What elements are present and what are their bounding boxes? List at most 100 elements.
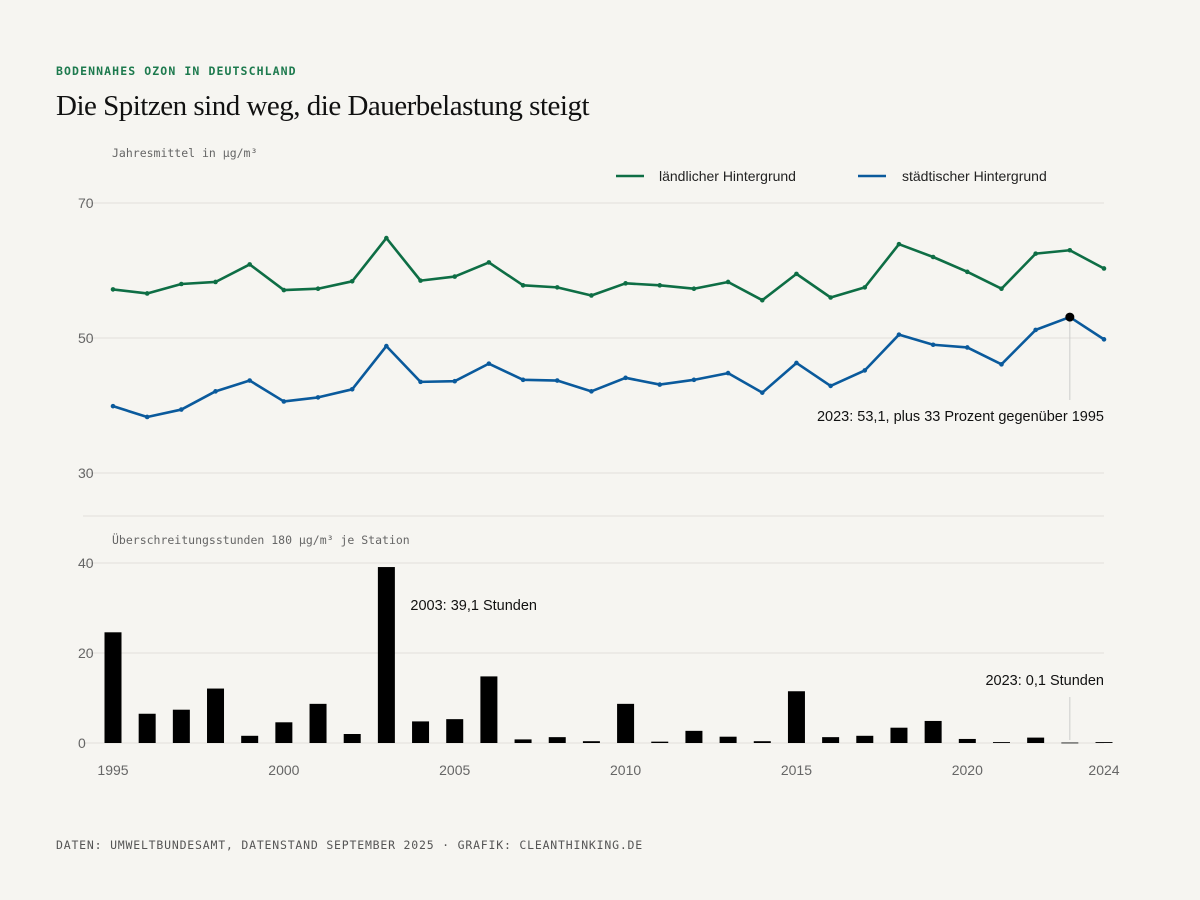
bar-2022 [1027, 737, 1045, 743]
point-1-2019 [930, 342, 936, 348]
point-1-2004 [418, 379, 423, 385]
point-1-1995 [110, 403, 116, 409]
point-1-2016 [828, 383, 833, 389]
point-1-1998 [213, 389, 218, 394]
bottom-y-ticks: 0 20 40 [78, 555, 94, 751]
bar-series [104, 567, 1113, 744]
point-0-2018 [896, 241, 902, 247]
point-0-1995 [110, 287, 116, 292]
point-1-2009 [589, 389, 594, 394]
bar-1999 [241, 735, 259, 743]
point-1-2008 [554, 378, 560, 383]
bar-1996 [138, 713, 156, 743]
point-0-2020 [965, 269, 970, 275]
point-0-2002 [349, 279, 355, 284]
point-1-2020 [965, 345, 970, 350]
point-1-2024 [1101, 337, 1107, 342]
bar-2023 [1061, 742, 1079, 744]
bar-2011 [651, 741, 669, 743]
point-0-2022 [1033, 251, 1038, 256]
point-0-2011 [657, 283, 663, 288]
x-tick-label: 1995 [97, 762, 128, 778]
point-0-1997 [179, 281, 184, 287]
point-0-2013 [725, 279, 731, 285]
legend-label-urban: städtischer Hintergrund [902, 168, 1047, 184]
point-1-1999 [247, 378, 252, 383]
bar-2016 [822, 737, 840, 743]
line-series-1 [112, 315, 1105, 419]
point-0-2003 [384, 235, 389, 241]
point-1-2012 [691, 377, 697, 383]
point-0-2012 [691, 286, 697, 292]
bar-2005 [446, 719, 464, 743]
x-tick-label: 2010 [610, 762, 641, 778]
point-1-2003 [384, 343, 389, 349]
point-1-2018 [896, 332, 902, 337]
point-0-2000 [281, 287, 287, 293]
top-annotation-marker [1065, 312, 1075, 322]
point-0-2024 [1101, 266, 1107, 271]
point-0-2005 [452, 274, 458, 279]
legend: ländlicher Hintergrund städtischer Hinte… [616, 168, 1047, 184]
point-1-2006 [486, 361, 492, 366]
bar-2018 [890, 727, 908, 743]
chart-title: Die Spitzen sind weg, die Dauerbelastung… [56, 90, 590, 122]
bar-2015 [787, 691, 805, 743]
bar-2017 [856, 735, 874, 743]
point-1-2011 [657, 382, 663, 387]
point-0-2004 [418, 278, 423, 283]
x-tick-label: 2005 [439, 762, 470, 778]
point-1-2021 [999, 362, 1004, 367]
x-axis-ticks: 1995 2000 2005 2010 2015 2020 2024 [97, 762, 1119, 778]
point-1-2017 [862, 368, 868, 373]
top-y-tick-label: 30 [78, 465, 94, 481]
top-panel-y-label: Jahresmittel in µg/m³ [112, 146, 257, 160]
bar-2003 [377, 567, 395, 743]
bar-1997 [172, 709, 190, 743]
point-1-2000 [281, 399, 287, 404]
point-1-2022 [1033, 327, 1038, 333]
point-0-2017 [862, 285, 868, 290]
bottom-y-tick-label: 0 [78, 735, 86, 751]
point-0-2009 [589, 293, 594, 298]
bar-1995 [104, 632, 122, 743]
bar-2021 [992, 742, 1010, 743]
bar-2009 [582, 741, 600, 743]
point-0-1999 [247, 262, 252, 267]
point-0-2008 [554, 285, 560, 290]
top-annotation-label: 2023: 53,1, plus 33 Prozent gegenüber 19… [817, 409, 1104, 425]
point-1-2013 [725, 370, 731, 376]
top-y-tick-label: 70 [78, 195, 94, 211]
bar-2002 [343, 734, 361, 743]
point-0-2010 [623, 281, 628, 286]
bar-2010 [617, 703, 635, 743]
point-0-2007 [520, 283, 526, 288]
x-tick-label: 2015 [781, 762, 812, 778]
point-1-2010 [623, 375, 628, 381]
point-1-2014 [759, 390, 765, 395]
top-y-ticks: 30 50 70 [78, 195, 94, 481]
bar-2014 [753, 741, 771, 743]
point-1-1996 [144, 414, 150, 420]
bar-2007 [514, 739, 532, 743]
point-0-2006 [486, 260, 492, 265]
bar-2001 [309, 703, 327, 743]
bar-annotation-2003: 2003: 39,1 Stunden [410, 598, 537, 614]
bar-2008 [548, 737, 566, 743]
bar-2000 [275, 722, 293, 743]
line-series [110, 235, 1107, 420]
bar-2013 [719, 736, 737, 743]
point-0-2015 [794, 271, 799, 277]
point-0-2001 [315, 286, 321, 292]
top-y-tick-label: 50 [78, 330, 94, 346]
bottom-y-tick-label: 20 [78, 645, 94, 661]
bar-2012 [685, 730, 703, 743]
bar-2006 [480, 676, 498, 743]
bottom-y-tick-label: 40 [78, 555, 94, 571]
point-0-2014 [759, 297, 765, 303]
point-0-2016 [828, 295, 833, 300]
chart-kicker: BODENNAHES OZON IN DEUTSCHLAND [56, 64, 297, 78]
grid-lines [83, 202, 1104, 744]
bar-1998 [207, 688, 225, 743]
